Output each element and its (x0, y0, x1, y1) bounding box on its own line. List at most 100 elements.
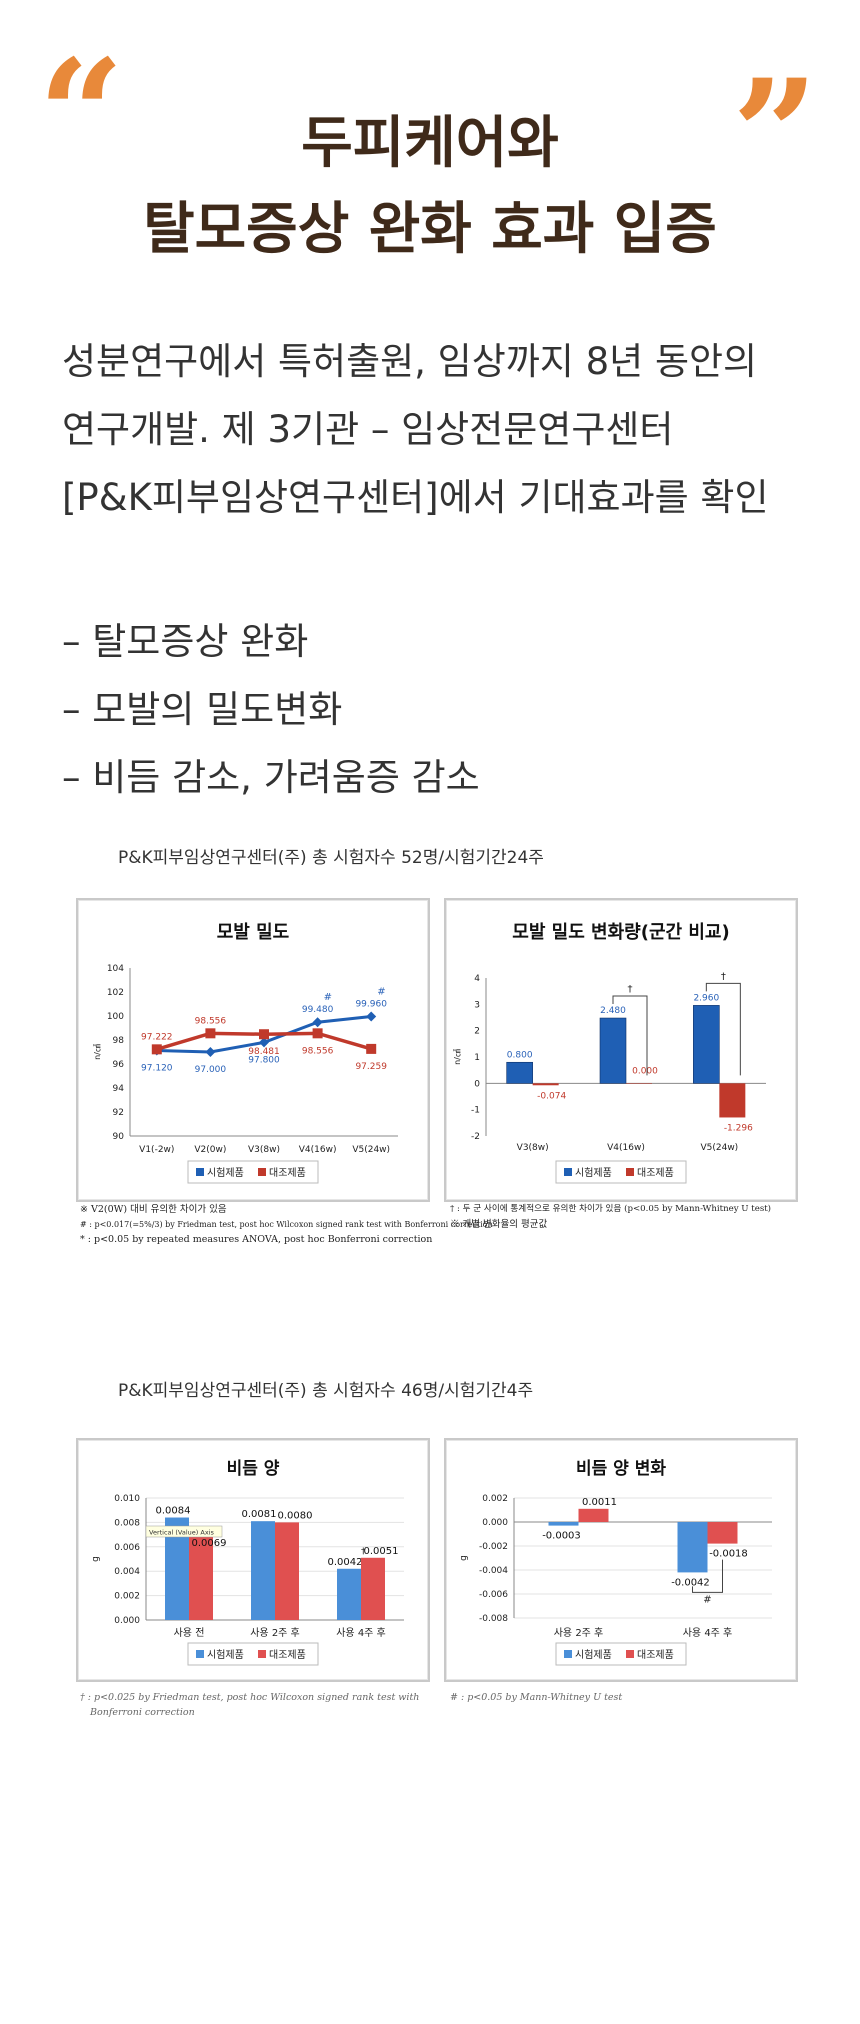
chart-title: 모발 밀도 변화량(군간 비교) (512, 922, 729, 943)
bar-control (189, 1535, 213, 1620)
y-tick-label: 0.004 (114, 1567, 140, 1577)
significance-bracket (705, 982, 741, 1076)
data-label-test: 2.960 (693, 993, 719, 1003)
data-label-test: 99.480 (302, 1005, 334, 1015)
bar-control (707, 1522, 738, 1544)
dandruff-amount-chart-panel: 비듬 양 0.000 0.002 0.004 0.006 0.008 0.010 g 사용 전 0… (76, 1438, 430, 1682)
significance-mark: # (703, 1594, 711, 1605)
data-label-control: 97.259 (355, 1062, 387, 1072)
legend-swatch-control (626, 1168, 634, 1176)
dandruff-amount-chart: 비듬 양 0.000 0.002 0.004 0.006 0.008 0.010 g 사용 전 0… (91, 1459, 404, 1666)
bar-test (251, 1521, 275, 1620)
y-tick-label: 100 (107, 1012, 124, 1022)
data-label-control: -0.0018 (709, 1549, 748, 1560)
footnote: † : 두 군 사이에 통계적으로 유의한 차이가 있음 (p<0.05 by … (450, 1204, 772, 1214)
y-tick-label: -0.002 (479, 1542, 508, 1552)
footnote: † : p<0.025 by Friedman test, post hoc W… (80, 1692, 420, 1703)
title-line-2: 탈모증상 완화 효과 입증 (143, 196, 717, 262)
tooltip-box (145, 1525, 223, 1538)
data-label-control: 0.0051 (364, 1546, 399, 1557)
data-label-control: 98.556 (195, 1016, 227, 1026)
data-label-control: 0.0069 (192, 1538, 227, 1549)
legend-swatch-control (626, 1650, 634, 1658)
bar-control (275, 1522, 299, 1620)
significance-mark: † (361, 1547, 366, 1557)
y-tick-label: 3 (474, 1000, 480, 1010)
data-label-test: -0.0003 (542, 1531, 581, 1542)
chart-title: 비듬 양 변화 (576, 1459, 666, 1479)
hair-density-chart-panel: 모발 밀도 90 92 94 96 98 100 102 104 n/㎠ V1(-2w) V2(0w)… (76, 898, 430, 1202)
data-point-test (259, 1037, 269, 1048)
x-tick-label: V5(24w) (352, 1145, 390, 1155)
y-tick-label: 94 (113, 1084, 125, 1094)
dandruff-change-chart: 비듬 양 변화 0.002 0.000 -0.002 -0.004 -0.006 -0.00… (459, 1459, 772, 1666)
significance-mark: # (324, 992, 332, 1003)
legend-swatch-control (258, 1168, 266, 1176)
y-axis-label: g (459, 1555, 469, 1561)
study2-notes-right: # : p<0.05 by Mann-Whitney U test (450, 1690, 622, 1705)
data-label-test: 2.480 (600, 1006, 626, 1016)
legend-box (187, 1160, 319, 1184)
bar-control (719, 1083, 746, 1118)
significance-bracket (612, 995, 648, 1076)
y-tick-label: 0.000 (114, 1616, 140, 1626)
data-point-control (151, 1044, 162, 1055)
legend-swatch-control (258, 1650, 266, 1658)
bar-test (599, 1017, 627, 1084)
chart-title: 모발 밀도 (217, 922, 290, 943)
data-label-control: 0.0080 (278, 1510, 313, 1521)
data-label-control: 0.000 (632, 1066, 658, 1076)
y-tick-label: 90 (113, 1132, 125, 1142)
legend-label: 시험제품 (575, 1649, 612, 1661)
legend-box (187, 1642, 319, 1666)
x-tick-label: 사용 2주 후 (250, 1627, 300, 1639)
legend-swatch-test (196, 1650, 204, 1658)
data-label-test: 0.0084 (156, 1506, 191, 1517)
intro-text: 성분연구에서 특허출원, 임상까지 8년 동안의 연구개발. 제 3기관 – 임… (62, 328, 822, 532)
bar-test (506, 1061, 533, 1084)
legend-label: 대조제품 (269, 1649, 306, 1661)
hair-density-change-chart: 모발 밀도 변화량(군간 비교) -2 -1 0 1 2 3 4 n/㎠ V3(8w) 0.800 -… (453, 922, 766, 1184)
hair-density-change-chart-panel: 모발 밀도 변화량(군간 비교) -2 -1 0 1 2 3 4 n/㎠ V3(8w) 0.800 -… (444, 898, 798, 1202)
footnote: * : p<0.05 by repeated measures ANOVA, p… (80, 1234, 433, 1245)
footnote: ※ 개별 변화율의 평균값 (450, 1219, 548, 1230)
data-point-test (205, 1047, 216, 1057)
data-point-control (205, 1028, 216, 1039)
study2-notes-left: † : p<0.025 by Friedman test, post hoc W… (80, 1690, 419, 1720)
legend-box (555, 1642, 687, 1666)
data-label-control: 97.222 (141, 1032, 173, 1042)
significance-mark: † (628, 984, 633, 995)
data-label-control: 0.0011 (582, 1497, 617, 1508)
x-tick-label: V1(-2w) (139, 1145, 174, 1155)
intro-line-1: 성분연구에서 특허출원, 임상까지 8년 동안의 (62, 340, 758, 383)
tooltip-text: Vertical (Value) Axis (149, 1529, 214, 1537)
data-label-test: 97.120 (141, 1064, 173, 1074)
data-label-test: -0.0042 (671, 1577, 710, 1588)
data-label-test: 0.0042 (328, 1557, 363, 1568)
y-tick-label: 0.008 (114, 1518, 140, 1528)
benefit-item: – 비듬 감소, 가려움증 감소 (62, 756, 480, 799)
legend-swatch-test (564, 1650, 572, 1658)
x-tick-label: 사용 2주 후 (554, 1627, 604, 1639)
y-tick-label: -1 (471, 1106, 480, 1116)
hair-density-chart: 모발 밀도 90 92 94 96 98 100 102 104 n/㎠ V1(-2w) V2(0w)… (93, 922, 398, 1184)
data-label-control: -1.296 (724, 1123, 753, 1133)
footnote: ※ V2(0W) 대비 유의한 차이가 있음 (80, 1204, 227, 1215)
y-tick-label: 98 (113, 1036, 125, 1046)
dandruff-change-chart-panel: 비듬 양 변화 0.002 0.000 -0.002 -0.004 -0.006 -0.00… (444, 1438, 798, 1682)
legend-label: 시험제품 (575, 1167, 612, 1179)
x-tick-label: V5(24w) (700, 1143, 738, 1153)
title-line-1: 두피케어와 (301, 110, 559, 176)
significance-mark: # (377, 986, 385, 997)
legend-label: 대조제품 (269, 1167, 306, 1179)
bar-control (361, 1557, 385, 1620)
y-tick-label: 92 (113, 1108, 124, 1118)
y-tick-label: 0.002 (114, 1592, 140, 1602)
close-quote-icon: ” (732, 47, 819, 223)
bar-control (532, 1083, 559, 1086)
y-tick-label: 0.002 (482, 1494, 508, 1504)
legend-label: 대조제품 (637, 1649, 674, 1661)
y-tick-label: -0.004 (479, 1566, 508, 1576)
legend-label: 대조제품 (637, 1167, 674, 1179)
